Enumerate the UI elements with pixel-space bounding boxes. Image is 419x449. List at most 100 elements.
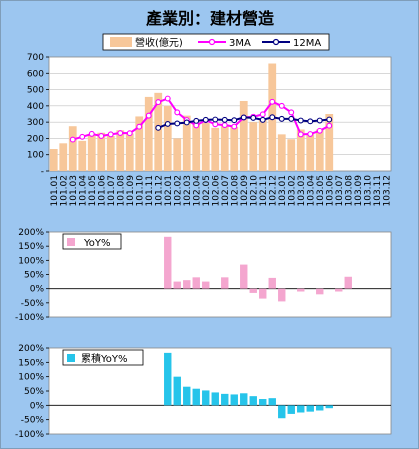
legend-top: 營收(億元) 3MA 12MA: [102, 33, 330, 51]
12ma-point: [316, 117, 323, 124]
x-tick-label: 102.09: [240, 175, 250, 207]
3ma-point: [145, 112, 152, 119]
3ma-point: [155, 99, 162, 106]
x-tick-label: 101.08: [116, 175, 126, 207]
yoy-plot: -100% -50% 0% 50% 100% 150% 200%: [15, 228, 392, 323]
x-tick-label: 101.11: [145, 175, 155, 207]
y-tick-label: 300: [27, 118, 44, 128]
revenue-plot: - 100 200 300 400 500 600 700 101.01 101.02 101.03…: [27, 53, 392, 207]
legend-yoy: YoY%: [62, 233, 122, 250]
cumulative-yoy-bar: [211, 392, 219, 406]
y-tick-label: 100%: [18, 373, 44, 383]
3ma-point: [269, 98, 276, 105]
yoy-bar: [249, 288, 257, 293]
revenue-bar: [68, 126, 77, 171]
x-tick-label: 102.08: [230, 175, 240, 207]
plot-area: [48, 56, 392, 172]
cumulative-yoy-plot: -100% -50% 0% 50% 100% 150% 200%: [15, 344, 392, 440]
legend-marker-12ma: [272, 38, 280, 46]
x-tick-label: 103.06: [325, 175, 335, 207]
3ma-point: [326, 122, 333, 129]
x-tick-label: 102.05: [202, 175, 212, 207]
x-tick-label: 103.08: [344, 175, 354, 207]
revenue-bar: [163, 105, 172, 171]
x-tick-label: 103.11: [373, 175, 383, 207]
yoy-bar: [297, 288, 305, 292]
cumulative-yoy-bar: [192, 388, 200, 406]
3ma-point: [288, 109, 295, 116]
cumulative-yoy-bar: [278, 405, 286, 419]
revenue-bar: [249, 122, 258, 171]
y-tick-label: -50%: [21, 416, 45, 426]
cumulative-yoy-bar: [164, 352, 172, 406]
x-tick-label: 101.03: [69, 175, 79, 207]
y-tick-label: 50%: [24, 271, 44, 281]
yoy-bar: [202, 281, 210, 289]
y-tick-label: 150%: [18, 242, 44, 252]
yoy-bar: [316, 288, 324, 295]
3ma-point: [98, 133, 105, 139]
3ma-point: [316, 127, 323, 134]
12ma-point: [297, 117, 304, 124]
12ma-point: [278, 115, 285, 122]
cumulative-yoy-bar: [306, 405, 314, 412]
x-tick-label: 103.01: [278, 175, 288, 207]
y-tick-label: 100: [27, 151, 44, 161]
legend-label-12ma: 12MA: [293, 38, 321, 49]
revenue-bar: [125, 133, 134, 171]
revenue-bar: [173, 138, 182, 171]
12ma-point: [269, 114, 276, 121]
yoy-bar: [192, 277, 200, 289]
cumulative-yoy-bar: [173, 376, 181, 406]
x-tick-label: 102.10: [249, 175, 259, 207]
x-tick-label: 102.01: [164, 175, 174, 207]
x-tick-label: 102.12: [268, 175, 278, 207]
cumulative-yoy-bar: [287, 405, 295, 414]
12ma-point: [202, 116, 209, 123]
revenue-bar: [230, 127, 239, 171]
legend-marker-3ma: [208, 38, 216, 46]
12ma-point: [288, 115, 295, 122]
3ma-line: [72, 97, 330, 141]
yoy-bar: [240, 264, 248, 289]
x-tick-label: 102.04: [192, 175, 202, 207]
revenue-bar: [211, 127, 220, 171]
revenue-bar: [315, 129, 324, 171]
revenue-bar: [287, 139, 296, 171]
yoy-bar: [335, 288, 343, 292]
12ma-point: [221, 116, 228, 123]
revenue-bar: [277, 134, 286, 171]
legend-swatch-cumulative-yoy: [67, 354, 75, 362]
12ma-point: [250, 114, 257, 121]
3ma-point: [126, 130, 133, 137]
cumulative-yoy-bar: [297, 405, 305, 413]
x-tick-label: 103.10: [363, 175, 373, 207]
y-tick-label: 600: [27, 69, 44, 79]
legend-cumulative-yoy: 累積YoY%: [62, 349, 144, 366]
3ma-point: [117, 130, 124, 137]
12ma-point: [164, 120, 171, 127]
y-tick-label: -50%: [21, 299, 45, 309]
12ma-point: [259, 116, 266, 123]
x-tick-label: 102.02: [173, 175, 183, 207]
3ma-point: [88, 130, 95, 137]
revenue-bar: [135, 116, 144, 171]
3ma-point: [174, 109, 181, 116]
y-tick-label: 700: [27, 53, 44, 63]
revenue-bar: [325, 114, 334, 171]
3ma-point: [164, 95, 171, 102]
x-tick-label: 101.07: [107, 175, 117, 207]
revenue-bar: [78, 140, 87, 171]
yoy-bar: [164, 236, 172, 289]
y-tick-label: -100%: [15, 313, 44, 323]
revenue-bar: [182, 115, 191, 171]
3ma-point: [107, 131, 114, 138]
legend-swatch-yoy: [67, 238, 75, 246]
3ma-point: [69, 136, 76, 143]
x-tick-label: 102.11: [259, 175, 269, 207]
x-tick-label: 101.06: [97, 175, 107, 207]
3ma-point: [212, 121, 219, 128]
x-tick-label: 102.06: [211, 175, 221, 207]
revenue-bar: [258, 119, 267, 171]
revenue-bar: [87, 134, 96, 171]
